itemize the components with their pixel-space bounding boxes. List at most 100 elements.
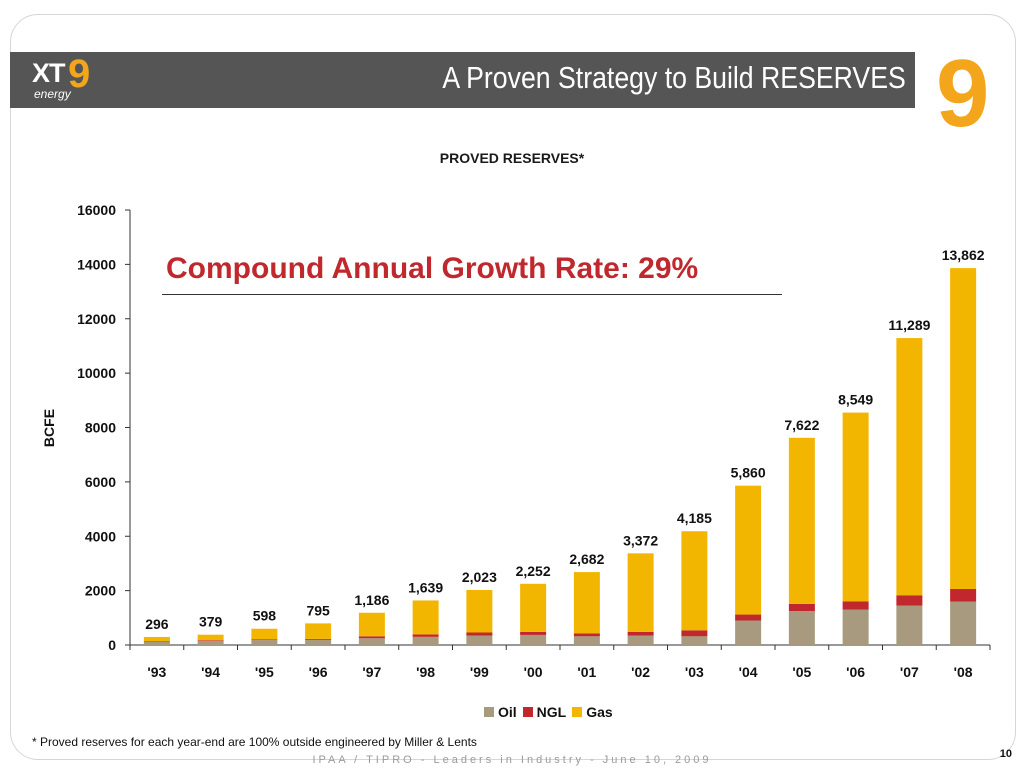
header-bar xyxy=(10,52,915,108)
bar-total-label: 3,372 xyxy=(623,532,658,548)
bar-segment-oil xyxy=(197,640,224,645)
bar-total-label: 2,252 xyxy=(516,563,551,579)
page-number: 10 xyxy=(999,748,1012,760)
bar-segment-oil xyxy=(735,620,762,645)
chart-title: PROVED RESERVES* xyxy=(439,150,585,166)
x-axis: '93 '94 '95 '96 '97 '98 '99 '00 '01 '02 '03 '04 '05 '… xyxy=(129,645,991,680)
logo-text: XT xyxy=(32,58,66,88)
bar-segment-ngl xyxy=(681,630,708,637)
bar-segment-oil xyxy=(681,636,708,645)
bar-total-label: 795 xyxy=(306,602,330,618)
y-tick-label: 14000 xyxy=(77,256,116,272)
logo-nine: 9 xyxy=(68,52,91,96)
bar-segment-ngl xyxy=(573,633,600,637)
legend-item-ngl: NGL xyxy=(522,704,567,720)
legend-label-gas: Gas xyxy=(586,704,613,720)
chart-legend: Oil NGL Gas xyxy=(484,704,613,720)
bar-segment-oil xyxy=(627,635,654,645)
bar-segment-ngl xyxy=(950,588,977,602)
bar-segment-gas xyxy=(305,623,332,639)
legend-item-gas: Gas xyxy=(572,704,613,720)
bar-segment-oil xyxy=(251,640,278,645)
bar-segment-gas xyxy=(197,634,224,641)
bar-segment-gas xyxy=(412,600,439,635)
bar-segment-oil xyxy=(412,636,439,645)
bars: 296 379 598 795 1,186 1,639 2,023 2,252 2,682 3,3… xyxy=(143,247,985,645)
x-tick-label: '97 xyxy=(362,664,381,680)
bar-total-label: 1,186 xyxy=(354,592,389,608)
x-tick-label: '94 xyxy=(201,664,220,680)
y-tick-label: 6000 xyxy=(85,474,116,490)
cagr-annotation: Compound Annual Growth Rate: 29% xyxy=(166,252,699,285)
bar-total-label: 379 xyxy=(199,614,223,630)
bar-total-label: 4,185 xyxy=(677,510,712,526)
x-tick-label: '04 xyxy=(739,664,758,680)
bar-segment-gas xyxy=(251,628,278,640)
bar-segment-gas xyxy=(520,583,547,632)
bar-total-label: 7,622 xyxy=(784,417,819,433)
y-tick-label: 10000 xyxy=(77,365,116,381)
y-tick-label: 0 xyxy=(108,637,116,653)
bar-segment-ngl xyxy=(788,603,815,612)
legend-swatch-ngl xyxy=(522,707,533,717)
bar-segment-oil xyxy=(573,636,600,645)
bar-segment-ngl xyxy=(735,614,762,621)
bar-total-label: 13,862 xyxy=(942,247,985,263)
bar-total-label: 5,860 xyxy=(731,465,766,481)
bar-segment-ngl xyxy=(358,636,385,639)
footer-event: IPAA / TIPRO - Leaders in Industry - Jun… xyxy=(312,754,712,766)
bar-segment-gas xyxy=(896,338,923,596)
bar-total-label: 11,289 xyxy=(888,317,930,333)
bar-total-label: 2,023 xyxy=(462,569,497,585)
bar-segment-gas xyxy=(842,412,869,602)
bar-segment-oil xyxy=(896,605,923,645)
bar-total-label: 1,639 xyxy=(408,579,443,595)
legend-label-oil: Oil xyxy=(498,704,517,720)
x-tick-label: '02 xyxy=(631,664,650,680)
x-tick-label: '99 xyxy=(470,664,489,680)
bar-total-label: 598 xyxy=(253,608,277,624)
x-tick-label: '98 xyxy=(416,664,435,680)
x-tick-label: '96 xyxy=(309,664,328,680)
y-tick-label: 4000 xyxy=(85,528,116,544)
y-tick-label: 16000 xyxy=(77,202,116,218)
slide-title: A Proven Strategy to Build RESERVES xyxy=(442,60,906,95)
bar-segment-oil xyxy=(520,634,547,645)
y-tick-label: 12000 xyxy=(77,311,116,327)
footnote: * Proved reserves for each year-end are … xyxy=(32,735,477,749)
x-tick-label: '07 xyxy=(900,664,919,680)
bar-segment-ngl xyxy=(627,631,654,636)
bar-segment-ngl xyxy=(251,639,278,641)
cagr-underline xyxy=(162,294,782,295)
y-tick-label: 8000 xyxy=(85,420,116,436)
x-tick-label: '03 xyxy=(685,664,704,680)
bar-segment-gas xyxy=(735,485,762,615)
decorative-nine-logo: 9 xyxy=(936,40,990,147)
bar-total-label: 8,549 xyxy=(838,392,873,408)
bar-segment-gas xyxy=(681,531,708,631)
x-tick-label: '95 xyxy=(255,664,274,680)
bar-segment-gas xyxy=(466,589,493,633)
legend-swatch-gas xyxy=(572,707,583,717)
bar-segment-ngl xyxy=(143,641,170,643)
bar-segment-oil xyxy=(950,601,977,645)
bar-segment-gas xyxy=(950,268,977,589)
bar-segment-oil xyxy=(305,639,332,645)
bar-segment-oil xyxy=(358,638,385,645)
bar-segment-gas xyxy=(143,636,170,642)
legend-item-oil: Oil xyxy=(484,704,517,720)
legend-label-ngl: NGL xyxy=(536,704,567,720)
bar-segment-ngl xyxy=(197,640,224,641)
x-tick-label: '05 xyxy=(792,664,811,680)
bar-segment-ngl xyxy=(412,634,439,637)
x-tick-label: '00 xyxy=(524,664,543,680)
x-tick-label: '08 xyxy=(954,664,973,680)
bar-segment-ngl xyxy=(520,631,547,635)
y-axis-label: BCFE xyxy=(41,409,57,447)
bar-segment-oil xyxy=(466,635,493,645)
bar-segment-gas xyxy=(573,572,600,634)
bar-segment-ngl xyxy=(896,595,923,606)
bar-segment-oil xyxy=(842,609,869,645)
bar-total-label: 2,682 xyxy=(569,551,604,567)
y-tick-label: 2000 xyxy=(85,583,116,599)
